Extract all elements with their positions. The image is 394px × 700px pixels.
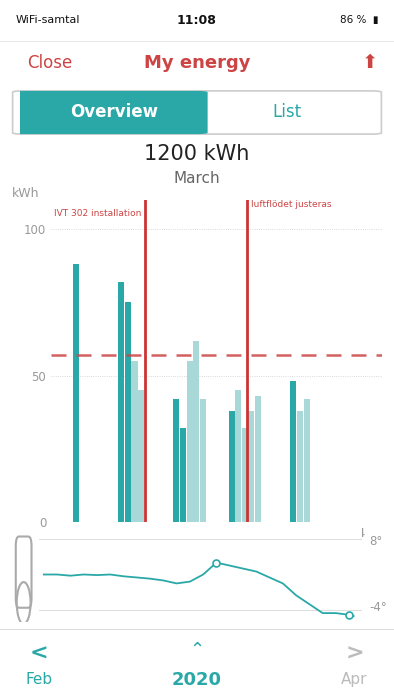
Text: IVT 302 installation: IVT 302 installation	[54, 209, 142, 218]
Text: Feb: Feb	[26, 672, 53, 687]
Bar	[187, 361, 193, 522]
Text: kWh: kWh	[11, 187, 39, 200]
Bar	[125, 302, 131, 522]
Text: 8°: 8°	[369, 535, 382, 547]
Text: <: <	[30, 643, 49, 663]
Bar	[180, 428, 186, 522]
Text: March: March	[174, 172, 220, 186]
Text: My energy: My energy	[144, 53, 250, 71]
FancyBboxPatch shape	[13, 91, 208, 134]
Bar	[229, 411, 234, 522]
Text: List: List	[273, 103, 302, 120]
Bar	[235, 391, 241, 522]
Bar	[290, 382, 296, 522]
Bar	[303, 399, 310, 522]
Text: Apr: Apr	[341, 672, 368, 687]
Bar	[118, 282, 125, 522]
Bar	[200, 399, 206, 522]
Text: ⌃: ⌃	[190, 640, 204, 659]
Bar	[173, 399, 180, 522]
Text: Overview: Overview	[70, 103, 158, 120]
Bar	[255, 396, 261, 522]
Text: >: >	[345, 643, 364, 663]
Bar	[193, 340, 199, 522]
FancyBboxPatch shape	[13, 91, 381, 134]
Text: ⬆: ⬆	[362, 53, 379, 72]
Text: 2020: 2020	[172, 671, 222, 689]
Text: Close: Close	[28, 53, 73, 71]
Text: 1200 kWh: 1200 kWh	[144, 144, 250, 164]
Bar	[242, 428, 248, 522]
Bar	[73, 265, 79, 522]
Bar	[248, 411, 255, 522]
Text: luftflödet justeras: luftflödet justeras	[251, 200, 332, 209]
Text: -4°: -4°	[369, 601, 387, 615]
Bar	[138, 391, 144, 522]
Text: 86 %  ▮: 86 % ▮	[340, 15, 378, 25]
Text: 11:08: 11:08	[177, 13, 217, 27]
Text: WiFi-samtal: WiFi-samtal	[16, 15, 80, 25]
Bar	[132, 361, 138, 522]
Bar	[297, 411, 303, 522]
